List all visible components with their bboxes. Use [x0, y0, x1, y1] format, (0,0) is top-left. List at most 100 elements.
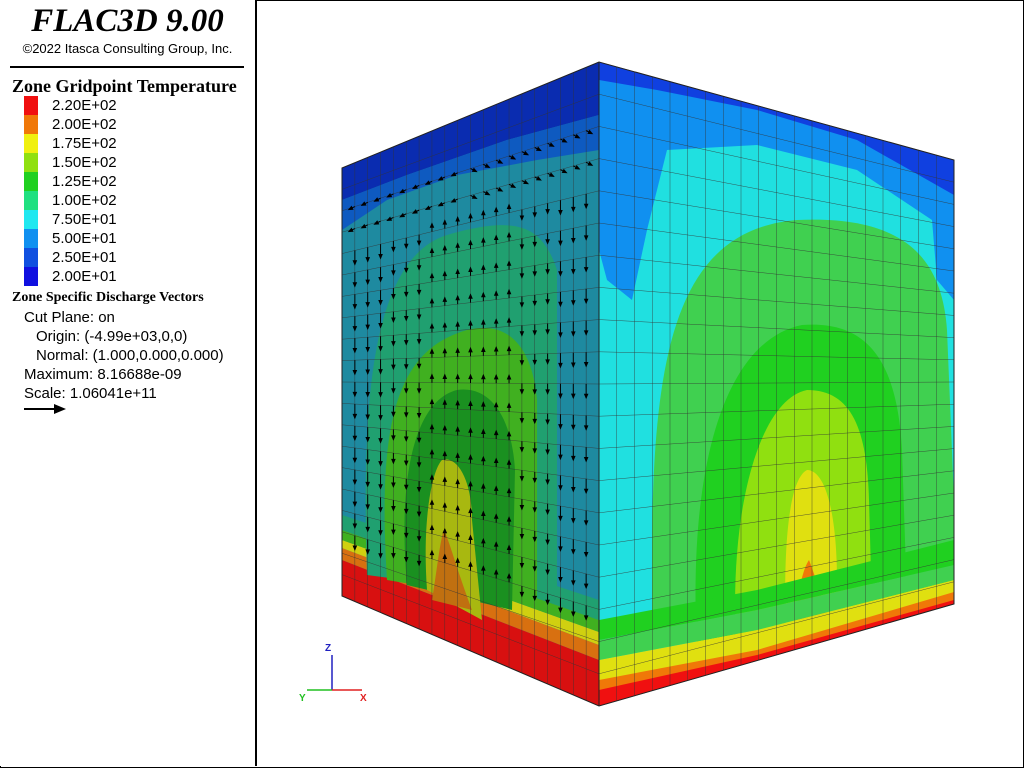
vector-arrowhead	[574, 165, 581, 170]
vector-arrowhead	[506, 374, 512, 380]
vector-arrowhead	[587, 161, 594, 166]
vector-arrowhead	[378, 277, 383, 283]
vector-arrowhead	[493, 318, 499, 324]
color-scale: 2.20E+02 2.00E+02 1.75E+02 1.50E+02 1.25…	[24, 96, 224, 286]
vector-arrowhead	[352, 304, 358, 310]
scale-text: Scale: 1.06041e+11	[24, 385, 157, 402]
scale-row: 1.25E+02	[24, 172, 224, 191]
vector-arrowhead	[442, 527, 448, 534]
vector-arrowhead	[352, 282, 358, 288]
scale-label: 2.20E+02	[52, 97, 117, 114]
vector-arrowhead	[468, 534, 473, 540]
cut-plane-text: Cut Plane: on	[24, 309, 115, 326]
vector-arrowhead	[352, 260, 358, 266]
vector-arrowhead	[429, 272, 435, 279]
vector-arrowhead	[519, 505, 525, 511]
vector-arrowhead	[519, 244, 525, 250]
vector-arrowhead	[442, 424, 448, 431]
vector-arrowhead	[506, 345, 512, 352]
vector-arrowhead	[558, 607, 563, 614]
vector-arrowhead	[493, 541, 499, 547]
vector-arrowhead	[506, 317, 512, 323]
vector-arrowhead	[429, 348, 435, 354]
vector-arrowhead	[523, 179, 530, 185]
scale-swatch	[24, 172, 38, 191]
copyright-text: ©2022 Itasca Consulting Group, Inc.	[22, 41, 233, 56]
vector-arrowhead	[429, 474, 435, 480]
scale-row: 2.50E+01	[24, 248, 224, 267]
vector-arrowhead	[403, 484, 409, 491]
vector-arrowhead	[481, 537, 486, 544]
model-viewport[interactable]: Z Y X	[257, 0, 1022, 766]
vector-arrowhead	[583, 267, 589, 273]
vector-arrowhead	[365, 302, 371, 308]
vector-arrowhead	[352, 413, 358, 420]
vector-arrowhead	[442, 296, 448, 302]
vector-arrowhead	[442, 476, 448, 482]
vector-arrowhead	[424, 205, 431, 211]
vector-arrowhead	[523, 150, 530, 156]
vector-arrowhead	[403, 243, 409, 250]
vector-arrowhead	[532, 477, 538, 484]
vector-arrowhead	[558, 240, 563, 247]
vector-arrowhead	[558, 515, 563, 522]
scale-row: 1.00E+02	[24, 191, 224, 210]
vector-arrowhead	[493, 290, 499, 296]
vector-arrowhead	[411, 209, 418, 214]
vector-arrowhead	[558, 424, 563, 430]
vector-arrowhead	[493, 206, 499, 213]
vector-arrowhead	[437, 176, 444, 181]
left-face	[342, 62, 599, 706]
vector-arrowhead	[455, 294, 460, 301]
scale-row: 1.50E+02	[24, 153, 224, 172]
vector-arrowhead	[532, 389, 538, 395]
vector-arrowhead	[583, 552, 589, 558]
vector-arrowhead	[532, 300, 538, 307]
maximum-text: Maximum: 8.16688e-09	[24, 366, 182, 383]
vector-arrowhead	[403, 508, 409, 515]
vector-arrowhead	[442, 322, 448, 328]
vector-arrowhead	[468, 212, 473, 219]
vector-arrowhead	[481, 346, 486, 352]
vector-arrowhead	[519, 302, 525, 308]
vector-arrowhead	[493, 346, 499, 352]
vector-arrowhead	[429, 524, 435, 530]
vector-arrowhead	[352, 523, 358, 530]
vector-arrowhead	[493, 513, 499, 519]
vector-arrowhead	[352, 501, 358, 508]
vector-arrowhead	[570, 455, 576, 462]
scale-label: 1.00E+02	[52, 192, 117, 209]
vector-arrowhead	[545, 239, 550, 245]
vector-arrowhead	[481, 428, 486, 434]
vector-arrowhead	[532, 507, 538, 513]
vector-arrowhead	[558, 210, 563, 216]
contour-legend-title: Zone Gridpoint Temperature	[12, 76, 237, 96]
vector-arrowhead	[429, 323, 435, 329]
vector-arrowhead	[378, 507, 383, 513]
model-cube	[341, 61, 955, 707]
vector-arrowhead	[583, 330, 589, 336]
vector-arrowhead	[532, 212, 538, 218]
vector-arrowhead	[532, 418, 538, 425]
vector-arrowhead	[403, 388, 409, 394]
vector-arrowhead	[403, 340, 409, 346]
vector-arrowhead	[532, 330, 538, 336]
vector-arrowhead	[391, 317, 396, 324]
vector-arrowhead	[455, 321, 460, 327]
vector-arrowhead	[519, 273, 525, 279]
vector-arrowhead	[416, 240, 422, 247]
scale-swatch	[24, 191, 38, 210]
vector-arrowhead	[411, 184, 418, 190]
vector-arrowhead	[583, 298, 589, 305]
vector-arrowhead	[545, 269, 550, 275]
vector-arrowhead	[506, 203, 512, 209]
scale-swatch	[24, 267, 38, 286]
vector-arrowhead	[519, 447, 525, 453]
vector-arrowhead	[442, 450, 448, 457]
vector-arrowhead	[587, 129, 594, 135]
vector-arrowhead	[352, 457, 358, 464]
scale-row: 2.00E+01	[24, 267, 224, 286]
vector-arrowhead	[365, 504, 371, 510]
vector-arrowhead	[352, 545, 358, 551]
vector-arrowhead	[570, 206, 576, 213]
